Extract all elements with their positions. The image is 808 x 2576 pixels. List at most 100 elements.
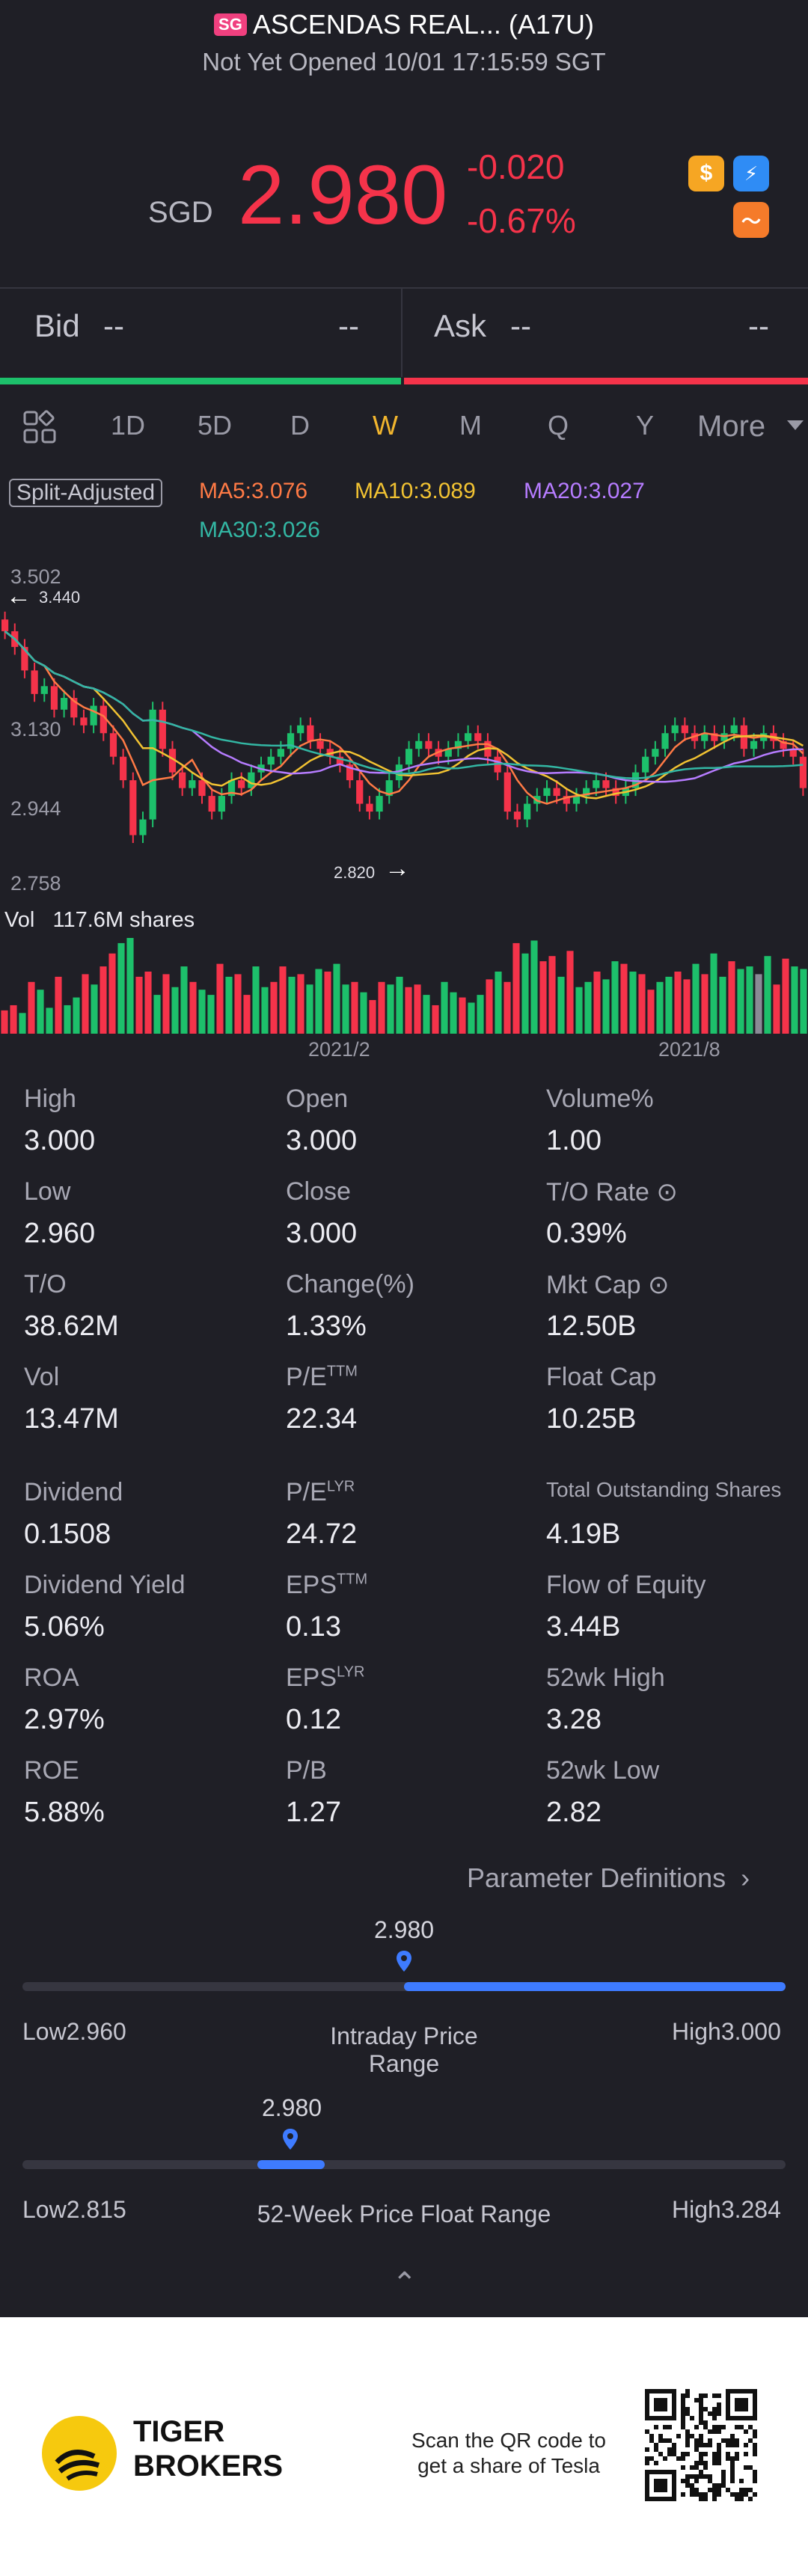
stat-label: Dividend Yield: [24, 1571, 185, 1600]
volume-bar: [620, 963, 628, 1034]
stat-label: 52wk High: [546, 1663, 665, 1693]
chart-icon[interactable]: 〜: [733, 202, 769, 238]
info-icon[interactable]: ⊙: [640, 1271, 670, 1299]
dollar-icon[interactable]: $: [688, 156, 724, 191]
qr-module: [672, 2452, 676, 2456]
qr-module: [735, 2492, 739, 2497]
volume-bar: [28, 981, 35, 1034]
qr-module: [739, 2492, 744, 2497]
brand-line-1: TIGER: [133, 2415, 225, 2448]
qr-module: [721, 2479, 726, 2483]
week52-high: High3.284: [672, 2196, 781, 2224]
qr-module: [730, 2479, 735, 2483]
qr-module: [699, 2407, 703, 2411]
volume-bar: [683, 979, 691, 1034]
stat-value: 3.44B: [546, 1611, 621, 1643]
candle: [356, 780, 364, 804]
volume-bar: [773, 984, 780, 1034]
tab-m[interactable]: M: [459, 410, 482, 441]
stat-value: 2.82: [546, 1797, 602, 1828]
qr-module: [717, 2429, 721, 2434]
qr-module: [717, 2483, 721, 2488]
volume-bar: [46, 1008, 53, 1034]
volume-bar: [764, 956, 771, 1034]
qr-module: [649, 2434, 654, 2438]
intraday-title: Intraday Price Range: [330, 2023, 478, 2077]
qr-module: [712, 2452, 717, 2456]
qr-module: [681, 2398, 685, 2402]
candle: [168, 749, 177, 773]
qr-module: [681, 2452, 685, 2456]
grid-icon[interactable]: [22, 410, 58, 446]
stat-value: 0.13: [286, 1611, 341, 1643]
tab-w[interactable]: W: [373, 410, 398, 441]
qr-module: [681, 2492, 685, 2497]
candle: [750, 740, 758, 749]
qr-module: [739, 2479, 744, 2483]
week52-low-label: Low: [22, 2196, 67, 2223]
parameter-definitions-link[interactable]: Parameter Definitions ›: [467, 1862, 750, 1894]
arrow-right-icon: →: [385, 854, 410, 883]
qr-module: [712, 2407, 717, 2411]
qr-module: [717, 2393, 721, 2398]
qr-module: [730, 2434, 735, 2438]
candle: [553, 788, 560, 797]
volume-bar: [665, 976, 673, 1034]
candle: [70, 698, 78, 718]
qr-module: [645, 2447, 649, 2452]
stat-label: T/O: [24, 1270, 67, 1299]
qr-module: [676, 2456, 681, 2461]
week52-title: 52-Week Price Float Range: [257, 2201, 551, 2227]
candlestick-chart[interactable]: [0, 553, 808, 905]
qr-module: [753, 2434, 757, 2438]
header-title-row: SG ASCENDAS REAL... (A17U): [0, 9, 808, 40]
candle: [780, 740, 787, 749]
qr-module: [744, 2429, 748, 2434]
chevron-down-icon[interactable]: [787, 420, 804, 430]
tab-q[interactable]: Q: [548, 410, 569, 441]
tab-d[interactable]: D: [290, 410, 310, 441]
qr-module: [699, 2393, 703, 2398]
week52-fill: [257, 2160, 325, 2169]
qr-module: [685, 2393, 690, 2398]
tab-y[interactable]: Y: [636, 410, 655, 441]
volume-bar: [144, 971, 152, 1034]
volume-bar: [656, 981, 664, 1034]
intraday-low-label: Low: [22, 2018, 67, 2045]
candle: [50, 686, 58, 710]
volume-chart[interactable]: [0, 935, 808, 1034]
qr-code: [645, 2389, 757, 2501]
price-change-percent: -0.67%: [467, 201, 576, 240]
brand-name: TIGER BROKERS: [133, 2414, 283, 2483]
stat-label-text: EPS: [286, 1663, 337, 1692]
qr-module: [699, 2402, 703, 2407]
candle: [789, 749, 797, 757]
qr-module: [690, 2483, 694, 2488]
qr-module: [703, 2474, 708, 2479]
volume-bar: [530, 940, 538, 1034]
chevron-up-icon[interactable]: ⌃: [392, 2267, 417, 2300]
stat-value: 13.47M: [24, 1403, 119, 1435]
week52-current: 2.980: [261, 2094, 322, 2121]
qr-module: [708, 2429, 712, 2434]
info-icon[interactable]: ⊙: [649, 1178, 678, 1206]
tab-1d[interactable]: 1D: [111, 410, 146, 441]
candle: [307, 725, 314, 741]
qr-module: [730, 2438, 735, 2443]
flash-icon[interactable]: ⚡: [733, 156, 769, 191]
qr-module: [667, 2425, 672, 2429]
arrow-left-icon: ←: [6, 582, 31, 610]
candle: [593, 780, 600, 788]
volume-bar: [737, 969, 744, 1034]
tab-5d[interactable]: 5D: [198, 410, 233, 441]
candle: [316, 740, 324, 749]
stat-label: P/ETTM: [286, 1363, 358, 1392]
qr-caption: Scan the QR code to get a share of Tesla: [397, 2428, 621, 2479]
volume-bar: [306, 984, 313, 1034]
split-adjusted-toggle[interactable]: Split-Adjusted: [9, 479, 163, 507]
volume-bar: [387, 984, 394, 1034]
volume-bar: [198, 990, 206, 1034]
y-label-2: 3.130: [10, 718, 61, 740]
tab-more[interactable]: More: [697, 410, 766, 443]
candle: [31, 670, 38, 694]
